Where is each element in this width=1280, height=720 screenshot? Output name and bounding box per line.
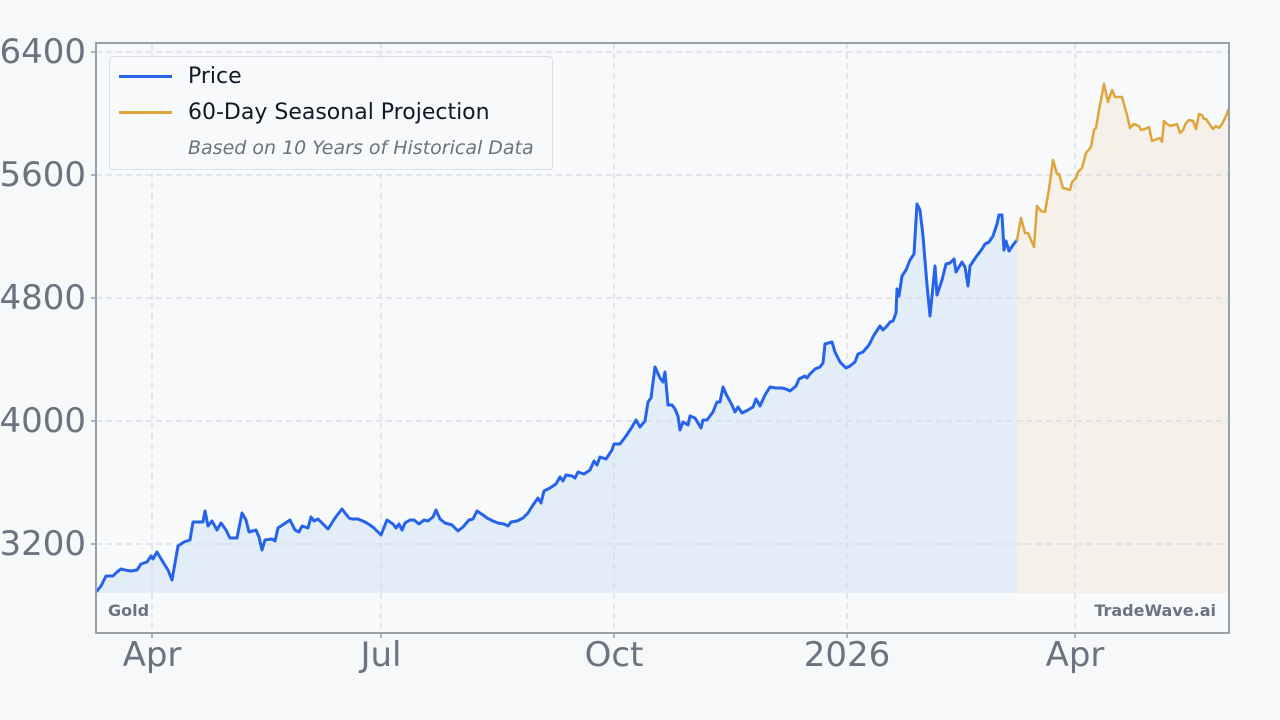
y-tick-3200: 3200 [0,524,86,564]
x-tick-2026: 2026 [803,635,891,675]
projection-legend-swatch [119,111,172,114]
projection-line [1015,82,1231,249]
y-tick-5600: 5600 [0,155,86,195]
watermark: TradeWave.ai [1094,601,1216,620]
projection-area-fill [1017,84,1229,593]
x-tick-apr-2026: Apr [1045,635,1105,675]
x-tick-oct: Oct [584,635,644,675]
y-tick-marks [91,51,96,545]
y-gridlines [96,51,1229,545]
price-line [95,202,1019,593]
price-legend-swatch [119,75,172,78]
asset-label: Gold [108,601,150,620]
chart-legend: Price 60-Day Seasonal Projection Based o… [109,56,553,170]
y-tick-4000: 4000 [0,401,86,441]
legend-note: Based on 10 Years of Historical Data [188,137,534,159]
price-area-fill [97,204,1017,593]
x-tick-apr-2025: Apr [122,635,182,675]
x-tick-jul: Jul [360,635,402,675]
plot-frame [95,42,1230,634]
projection-legend-label: 60-Day Seasonal Projection [188,100,490,125]
x-tick-marks [151,633,1076,638]
y-tick-6400: 6400 [0,32,86,72]
price-legend-label: Price [188,64,242,89]
y-tick-4800: 4800 [0,278,86,318]
